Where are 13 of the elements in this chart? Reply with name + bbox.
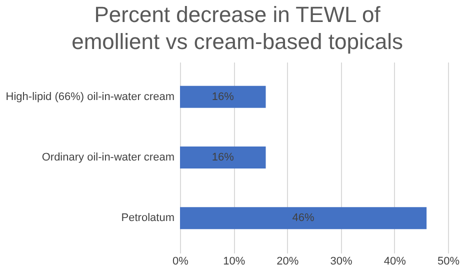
- x-tick-label: 20%: [276, 256, 299, 268]
- x-tick-label: 50%: [437, 256, 460, 268]
- y-tick-label: Petrolatum: [121, 212, 174, 224]
- y-tick-label: Ordinary oil-in-water cream: [42, 152, 174, 164]
- x-tick-label: 40%: [384, 256, 406, 268]
- x-tick-label: 10%: [223, 256, 246, 268]
- y-tick-label: High-lipid (66%) oil-in-water cream: [6, 90, 174, 103]
- x-tick-label: 0%: [172, 256, 189, 268]
- chart-title: Percent decrease in TEWL of emollient vs cream-based topicals: [72, 2, 403, 54]
- data-label: 16%: [212, 152, 234, 164]
- x-tick-label: 30%: [330, 256, 353, 268]
- data-label: 16%: [212, 90, 234, 103]
- data-label: 46%: [292, 212, 314, 224]
